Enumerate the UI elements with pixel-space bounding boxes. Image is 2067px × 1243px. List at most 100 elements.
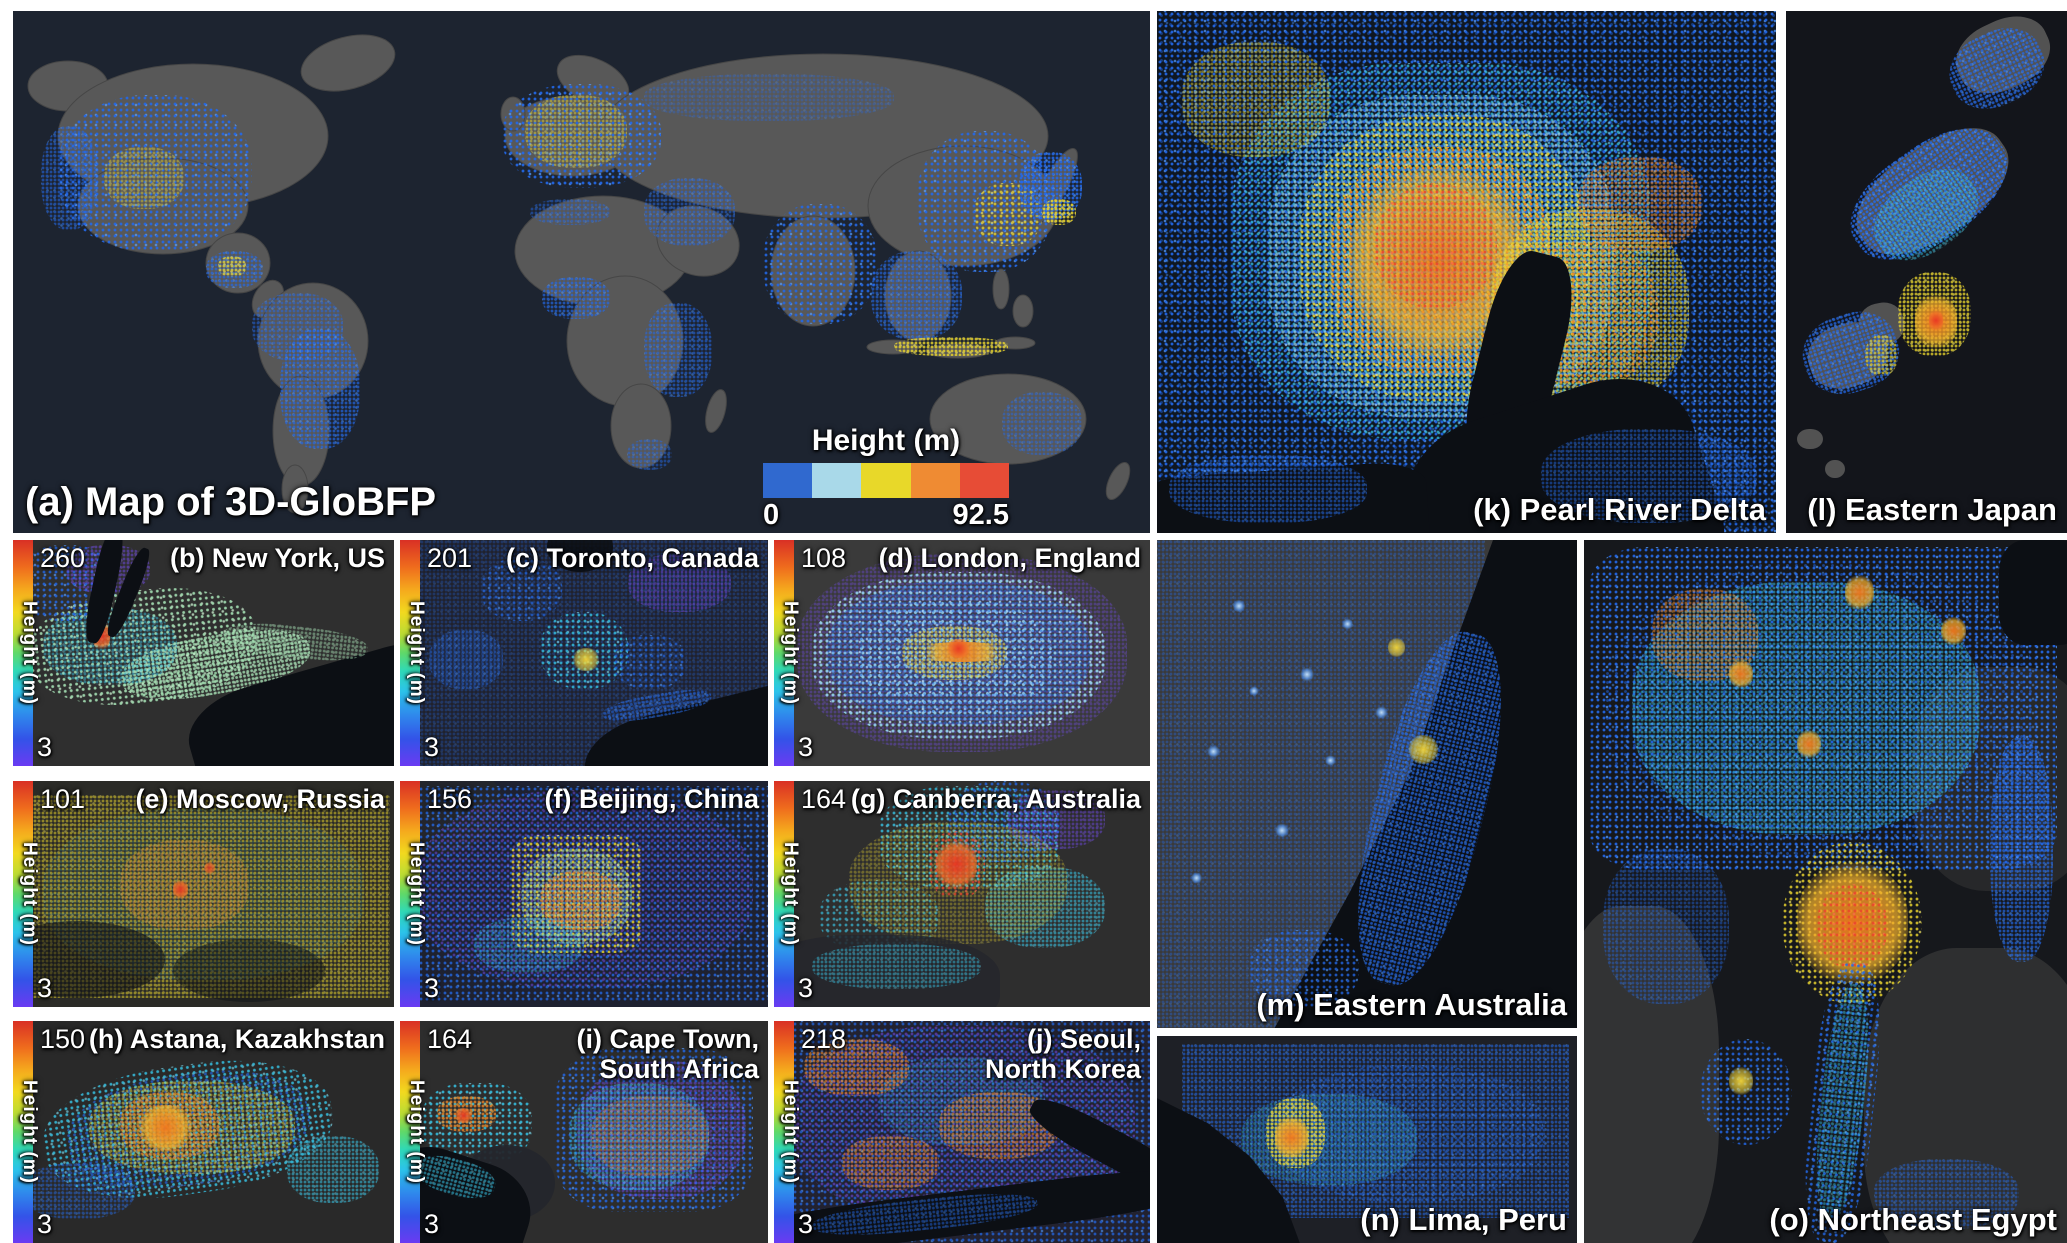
panel-label: (b) New York, US (169, 543, 385, 573)
colorbar-segment (959, 463, 1010, 498)
panel-title: (a) Map of 3D-GloBFP (25, 480, 437, 524)
map-texture (473, 916, 584, 974)
map-texture (1409, 735, 1439, 765)
colorbar-segment (812, 463, 862, 498)
colorbar-max-value: 218 (801, 1024, 847, 1054)
vertical-colorbar (774, 540, 794, 766)
map-texture (1232, 598, 1246, 614)
panel-canberra: 164 Height (m) 3 (g) Canberra, Australia (774, 781, 1150, 1007)
map-texture (1873, 1158, 2019, 1229)
map-texture (644, 73, 895, 121)
map-canberra (774, 781, 1150, 1007)
map-texture (613, 634, 688, 690)
map-seoul (774, 1021, 1150, 1243)
map-texture (1728, 659, 1754, 688)
map-texture (1373, 183, 1498, 309)
panel-moscow: 101 Height (m) 3 (e) Moscow, Russia (13, 781, 394, 1007)
colorbar-max-value: 164 (801, 784, 847, 814)
colorbar-min-value: 3 (798, 732, 814, 762)
colorbar-axis-label: Height (m) (406, 1080, 427, 1184)
panel-label: (d) London, England (878, 543, 1141, 573)
map-texture (871, 251, 963, 340)
panel-label: (e) Moscow, Russia (135, 784, 385, 814)
map-pearl-river-delta (1157, 11, 1776, 533)
vertical-colorbar (400, 781, 420, 1007)
map-texture (20, 1163, 135, 1219)
map-texture (572, 648, 599, 672)
colorbar-min-value: 3 (424, 973, 440, 1003)
map-texture (576, 1060, 746, 1199)
colorbar-max-value: 260 (40, 543, 86, 573)
colorbar-segment (861, 463, 911, 498)
map-texture (1299, 666, 1315, 682)
map-texture (1797, 428, 1823, 450)
map-texture (480, 558, 562, 622)
map-astana (13, 1021, 394, 1243)
colorbar-min-value: 3 (424, 732, 440, 762)
map-texture (1249, 686, 1259, 697)
map-texture (1341, 618, 1353, 630)
map-eastern-japan (1786, 11, 2067, 533)
panel-label: (k) Pearl River Delta (1473, 492, 1766, 527)
map-texture (1577, 157, 1702, 252)
colorbar-min-value: 3 (37, 973, 53, 1003)
map-texture (946, 639, 970, 658)
map-texture (1249, 930, 1359, 1009)
map-texture (1274, 1114, 1309, 1161)
map-texture (984, 866, 1105, 949)
map-texture (1825, 459, 1845, 479)
map-texture (1815, 884, 1889, 969)
colorbar-axis-label: Height (m) (406, 842, 427, 946)
map-texture (1844, 575, 1874, 611)
map-moscow (13, 781, 394, 1007)
map-texture (554, 1047, 754, 1212)
map-texture (935, 839, 978, 890)
colorbar-axis-label: Height (m) (19, 1080, 40, 1184)
map-texture (203, 862, 215, 874)
colorbar-min-value: 0 (763, 499, 780, 531)
vertical-colorbar (774, 781, 794, 1007)
map-texture (1941, 617, 1966, 646)
vertical-colorbar (13, 781, 33, 1007)
panel-northeast-egypt: (o) Northeast Egypt (1584, 540, 2067, 1243)
colorbar-title: Height (m) (811, 424, 961, 457)
panel-label: (i) Cape Town, South Africa (576, 1024, 760, 1085)
map-texture (644, 178, 735, 246)
colorbar-segment (763, 463, 813, 498)
map-texture (455, 1107, 472, 1124)
panel-beijing: 156 Height (m) 3 (f) Beijing, China (400, 781, 768, 1007)
map-texture (541, 277, 610, 319)
map-texture (524, 94, 627, 168)
colorbar-max-value: 164 (427, 1024, 473, 1054)
colorbar-min-value: 3 (798, 1209, 814, 1239)
map-texture (804, 1038, 910, 1097)
map-texture (103, 146, 184, 210)
map-texture (569, 1083, 710, 1190)
map-texture (287, 1136, 379, 1204)
panel-label: (g) Canberra, Australia (850, 784, 1141, 814)
map-texture (1584, 905, 1720, 1243)
map-texture (1388, 637, 1405, 658)
map-texture (1169, 454, 1368, 523)
map-texture (429, 630, 504, 690)
colorbar-axis-label: Height (m) (19, 601, 40, 705)
colorbar-max-value: 92.5 (952, 499, 1009, 531)
map-texture (1540, 428, 1758, 523)
colorbar-axis-label: Height (m) (780, 1080, 801, 1184)
panel-label: (n) Lima, Peru (1360, 1202, 1567, 1237)
map-cape-town (400, 1021, 768, 1243)
map-texture (1989, 736, 2053, 962)
map-texture (1864, 334, 1899, 377)
map-texture (501, 84, 662, 189)
panel-eastern-japan: (l) Eastern Japan (1786, 11, 2067, 533)
panel-label: (h) Astana, Kazakhstan (88, 1024, 385, 1054)
map-texture (626, 439, 673, 471)
map-texture (1999, 540, 2067, 646)
map-texture (1728, 1067, 1754, 1096)
panel-pearl-river-delta: (k) Pearl River Delta (1157, 11, 1776, 533)
map-texture (1041, 198, 1077, 225)
map-texture (894, 337, 1008, 356)
map-texture (41, 125, 99, 231)
panel-new-york: 260 Height (m) 3 (b) New York, US (13, 540, 394, 766)
map-texture (1375, 705, 1388, 719)
